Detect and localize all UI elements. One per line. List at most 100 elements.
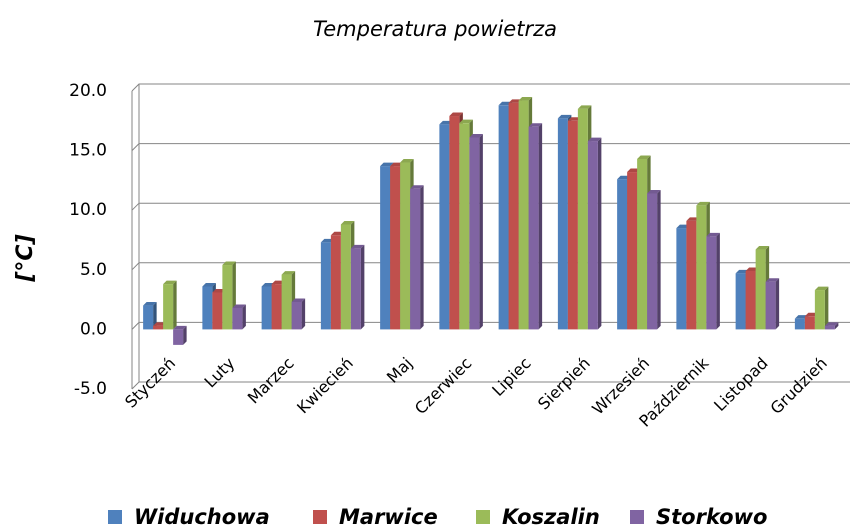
bar-face bbox=[587, 141, 598, 330]
bar-face bbox=[232, 304, 246, 308]
legend-label: Widuchowa bbox=[134, 505, 270, 529]
bar-face bbox=[202, 286, 213, 330]
grid-line bbox=[131, 321, 850, 330]
bar bbox=[647, 190, 661, 330]
bar-face bbox=[735, 273, 746, 330]
bar-face bbox=[173, 280, 177, 330]
bar-face bbox=[686, 220, 697, 330]
bar-face bbox=[498, 105, 509, 330]
bar bbox=[410, 185, 424, 330]
bar-face bbox=[814, 290, 825, 330]
bar-face bbox=[824, 286, 829, 330]
bar-face bbox=[469, 137, 480, 330]
bar-face bbox=[380, 166, 391, 330]
bar-face bbox=[271, 284, 282, 330]
x-tick-label: Luty bbox=[201, 354, 239, 392]
bar bbox=[765, 278, 780, 330]
bar-face bbox=[340, 221, 355, 225]
legend-swatch bbox=[476, 510, 490, 524]
bar bbox=[706, 232, 720, 330]
bar-face bbox=[696, 205, 707, 330]
bar-face bbox=[557, 114, 572, 119]
bar-face bbox=[261, 286, 272, 330]
bar-face bbox=[439, 124, 450, 330]
x-tick-label: Styczeń bbox=[121, 354, 179, 412]
bar-face bbox=[340, 224, 351, 330]
y-tick-label: 5.0 bbox=[80, 260, 107, 280]
bar-face bbox=[528, 126, 539, 330]
grid-line bbox=[131, 83, 850, 92]
bar-face bbox=[597, 137, 602, 330]
bar-face bbox=[143, 305, 154, 330]
bar bbox=[232, 304, 246, 330]
y-tick-label: 20.0 bbox=[69, 81, 107, 101]
y-tick-label: 0.0 bbox=[80, 319, 107, 339]
bar-face bbox=[469, 133, 483, 138]
bar-face bbox=[291, 298, 306, 302]
bar-face bbox=[617, 179, 628, 330]
bar-face bbox=[557, 118, 568, 330]
y-tick-label: 15.0 bbox=[69, 141, 107, 161]
y-tick-label: -5.0 bbox=[74, 379, 107, 399]
grid-line bbox=[131, 143, 850, 151]
bar-face bbox=[420, 185, 424, 330]
bar-face bbox=[577, 105, 592, 109]
bar-face bbox=[577, 108, 588, 330]
bar-face bbox=[301, 298, 306, 330]
y-axis-label: [°C] bbox=[13, 234, 38, 282]
bar-face bbox=[360, 244, 365, 330]
bar-face bbox=[755, 249, 766, 330]
bar-face bbox=[696, 201, 710, 206]
bar-face bbox=[755, 246, 770, 250]
x-tick-label: Kwiecień bbox=[293, 354, 357, 418]
bar bbox=[163, 280, 177, 330]
bar-face bbox=[400, 159, 414, 163]
legend-swatch bbox=[313, 510, 327, 524]
bar-face bbox=[508, 102, 519, 330]
bar-face bbox=[153, 325, 164, 330]
bar-face bbox=[400, 162, 411, 330]
bar-face bbox=[627, 172, 638, 330]
bar-face bbox=[449, 112, 463, 117]
legend-label: Storkowo bbox=[656, 505, 767, 529]
bar-face bbox=[706, 236, 717, 330]
bar-face bbox=[281, 271, 296, 275]
x-tick-label: Lipiec bbox=[488, 354, 534, 400]
bar-face bbox=[745, 270, 756, 330]
bar-face bbox=[173, 325, 187, 330]
bar-face bbox=[380, 162, 394, 167]
bar-face bbox=[814, 286, 829, 291]
bar-face bbox=[775, 278, 780, 330]
chart-title: Temperatura powietrza bbox=[313, 17, 557, 41]
bar-face bbox=[676, 228, 687, 330]
x-tick-label: Listopad bbox=[710, 354, 771, 415]
grid-line bbox=[131, 381, 850, 390]
bar-face bbox=[350, 248, 361, 330]
bar bbox=[528, 123, 543, 330]
bar-face bbox=[202, 282, 216, 287]
bar-face bbox=[410, 188, 421, 330]
bar-face bbox=[222, 265, 233, 330]
x-tick-label: Sierpień bbox=[534, 354, 594, 414]
bar-face bbox=[538, 123, 543, 330]
legend-swatch bbox=[108, 510, 122, 524]
bar-face bbox=[647, 190, 661, 194]
bar-face bbox=[637, 158, 648, 330]
bar-face bbox=[824, 325, 835, 330]
bar bbox=[587, 137, 602, 330]
bar-face bbox=[479, 133, 483, 330]
bar-face bbox=[804, 316, 815, 330]
bar-face bbox=[390, 166, 401, 330]
bar-face bbox=[183, 325, 187, 345]
bar bbox=[291, 298, 306, 330]
bar-face bbox=[647, 193, 658, 330]
bar-face bbox=[824, 322, 839, 326]
bar-face bbox=[518, 97, 533, 101]
bar-face bbox=[163, 280, 177, 285]
bar-face bbox=[637, 155, 651, 159]
bar-face bbox=[350, 244, 365, 249]
bar bbox=[814, 286, 829, 330]
grid-line bbox=[131, 202, 850, 211]
bar-face bbox=[518, 100, 529, 330]
